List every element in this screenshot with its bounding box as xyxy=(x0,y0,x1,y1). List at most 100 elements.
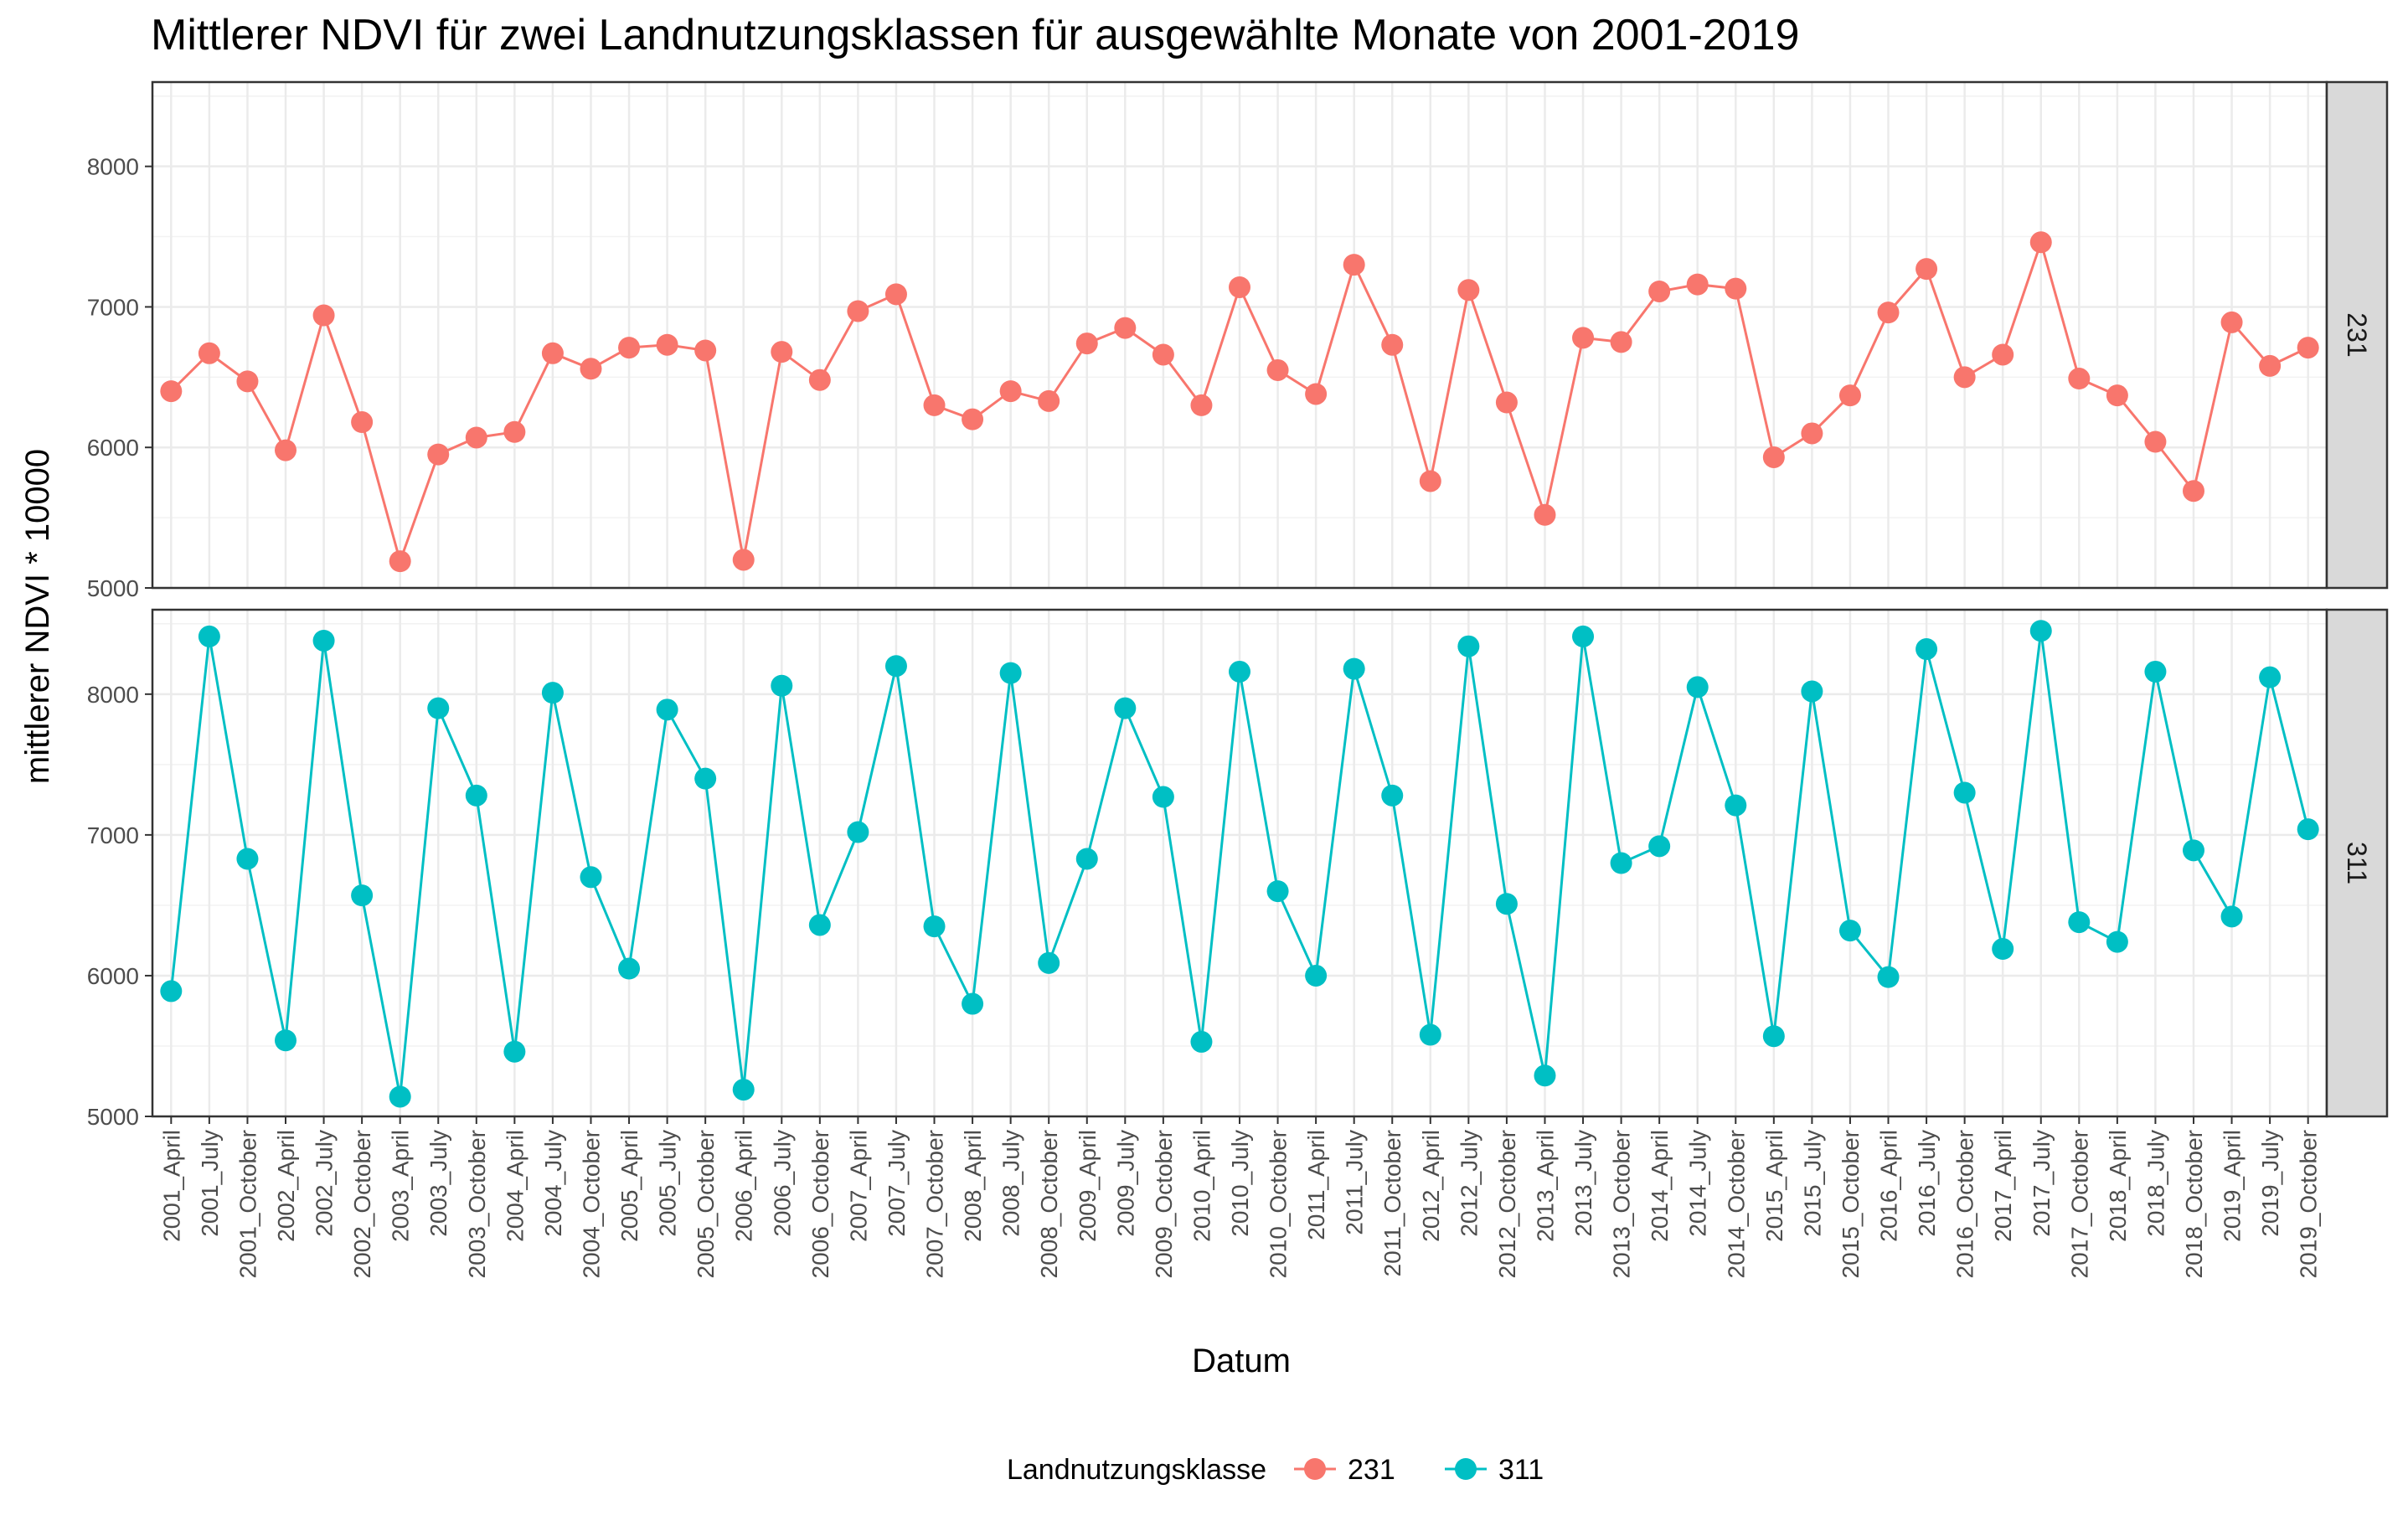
data-point-311 xyxy=(884,655,907,678)
data-point-231 xyxy=(275,439,297,461)
x-tick-label: 2004_October xyxy=(578,1130,604,1278)
data-point-231 xyxy=(2068,368,2091,390)
legend-keys: 231 311 xyxy=(1294,1454,1544,1486)
legend-key-point xyxy=(1304,1458,1326,1480)
x-tick-label: 2016_April xyxy=(1876,1130,1902,1242)
data-point-311 xyxy=(2068,911,2091,934)
data-point-311 xyxy=(2220,905,2243,928)
legend-label: 311 xyxy=(1498,1454,1544,1486)
data-point-231 xyxy=(2297,337,2319,359)
x-tick-label: 2008_July xyxy=(998,1130,1024,1237)
data-point-311 xyxy=(465,784,487,807)
x-tick-label: 2019_April xyxy=(2220,1130,2246,1242)
x-tick-label: 2013_July xyxy=(1570,1130,1596,1237)
data-point-231 xyxy=(1305,383,1328,405)
x-tick-label: 2011_July xyxy=(1342,1130,1368,1235)
y-tick-label: 6000 xyxy=(87,963,139,989)
x-tick-label: 2008_October xyxy=(1036,1130,1062,1278)
data-point-231 xyxy=(847,300,869,322)
x-tick-label: 2001_July xyxy=(197,1130,223,1237)
y-tick-label: 8000 xyxy=(87,154,139,180)
data-point-231 xyxy=(1725,277,1747,300)
data-point-311 xyxy=(2106,930,2128,953)
x-tick-label: 2007_October xyxy=(922,1130,948,1278)
data-point-231 xyxy=(694,339,717,362)
data-point-311 xyxy=(999,662,1022,684)
legend-key-231: 231 xyxy=(1294,1454,1395,1486)
x-tick-label: 2015_October xyxy=(1838,1130,1864,1278)
x-tick-label: 2002_October xyxy=(349,1130,375,1278)
y-tick-label: 7000 xyxy=(87,822,139,848)
data-point-231 xyxy=(2259,354,2282,377)
data-point-231 xyxy=(1762,446,1785,468)
data-point-231 xyxy=(2220,311,2243,333)
data-point-311 xyxy=(1648,835,1671,858)
x-tick-label: 2009_July xyxy=(1112,1130,1138,1237)
x-tick-label: 2010_October xyxy=(1266,1130,1292,1278)
data-point-231 xyxy=(2182,480,2204,503)
data-point-231 xyxy=(1992,343,2014,366)
x-tick-label: 2019_July xyxy=(2257,1130,2283,1237)
data-point-231 xyxy=(2029,231,2052,254)
data-point-231 xyxy=(1801,422,1823,445)
y-tick-label: 8000 xyxy=(87,682,139,708)
data-point-231 xyxy=(160,380,183,403)
data-point-231 xyxy=(923,394,946,416)
panels-layer: 5000 6000 7000 8000 231 5000 6000 7000 8000 311 20… xyxy=(87,80,2389,1278)
y-tick-label: 6000 xyxy=(87,435,139,461)
facet-strip-label: 231 xyxy=(2342,312,2372,357)
x-tick-label: 2002_July xyxy=(312,1130,338,1237)
data-point-231 xyxy=(1419,470,1441,492)
x-tick-label: 2014_April xyxy=(1647,1130,1673,1242)
x-tick-label: 2013_October xyxy=(1609,1130,1635,1278)
x-tick-label: 2003_October xyxy=(464,1130,490,1278)
x-tick-label: 2004_July xyxy=(540,1130,566,1237)
data-point-311 xyxy=(1038,951,1060,974)
x-tick-label: 2018_October xyxy=(2181,1130,2207,1278)
data-point-311 xyxy=(2297,818,2319,841)
legend-title: Landnutzungsklasse xyxy=(1007,1454,1266,1486)
data-point-231 xyxy=(1648,280,1671,302)
data-point-311 xyxy=(1114,697,1137,719)
x-tick-label: 2011_April xyxy=(1303,1130,1329,1240)
data-point-311 xyxy=(1610,852,1632,874)
x-tick-label: 2015_July xyxy=(1799,1130,1825,1237)
x-tick-label: 2007_April xyxy=(845,1130,871,1242)
data-point-311 xyxy=(275,1029,297,1052)
x-tick-label: 2004_April xyxy=(502,1130,528,1242)
data-point-311 xyxy=(2144,660,2167,683)
y-tick-label: 5000 xyxy=(87,1104,139,1130)
data-point-231 xyxy=(618,337,641,359)
data-point-231 xyxy=(351,411,374,434)
x-tick-label: 2016_July xyxy=(1914,1130,1940,1237)
data-point-311 xyxy=(541,682,564,704)
data-point-231 xyxy=(962,408,984,430)
data-point-231 xyxy=(389,550,411,573)
data-point-231 xyxy=(1457,279,1480,302)
data-point-311 xyxy=(1992,938,2014,961)
x-tick-label: 2003_April xyxy=(388,1130,414,1242)
data-point-231 xyxy=(1916,258,1938,281)
legend-label: 231 xyxy=(1348,1454,1395,1486)
x-tick-label: 2018_April xyxy=(2105,1130,2131,1242)
data-point-311 xyxy=(1457,635,1480,657)
data-point-231 xyxy=(503,420,526,443)
x-tick-label: 2005_October xyxy=(693,1130,719,1278)
data-point-311 xyxy=(198,625,220,647)
data-point-311 xyxy=(618,957,641,980)
data-point-231 xyxy=(999,380,1022,403)
x-tick-label: 2010_April xyxy=(1189,1130,1214,1242)
x-tick-label: 2002_April xyxy=(273,1130,299,1242)
data-point-231 xyxy=(884,283,907,306)
data-point-231 xyxy=(1877,302,1900,324)
data-point-311 xyxy=(1190,1030,1213,1053)
data-point-311 xyxy=(1381,784,1404,807)
data-point-311 xyxy=(962,992,984,1015)
x-tick-label: 2005_April xyxy=(616,1130,642,1242)
x-tick-label: 2005_July xyxy=(655,1130,681,1237)
data-point-231 xyxy=(771,341,793,363)
data-point-231 xyxy=(312,304,335,327)
x-tick-label: 2018_July xyxy=(2142,1130,2168,1237)
x-tick-label: 2008_April xyxy=(960,1130,986,1242)
